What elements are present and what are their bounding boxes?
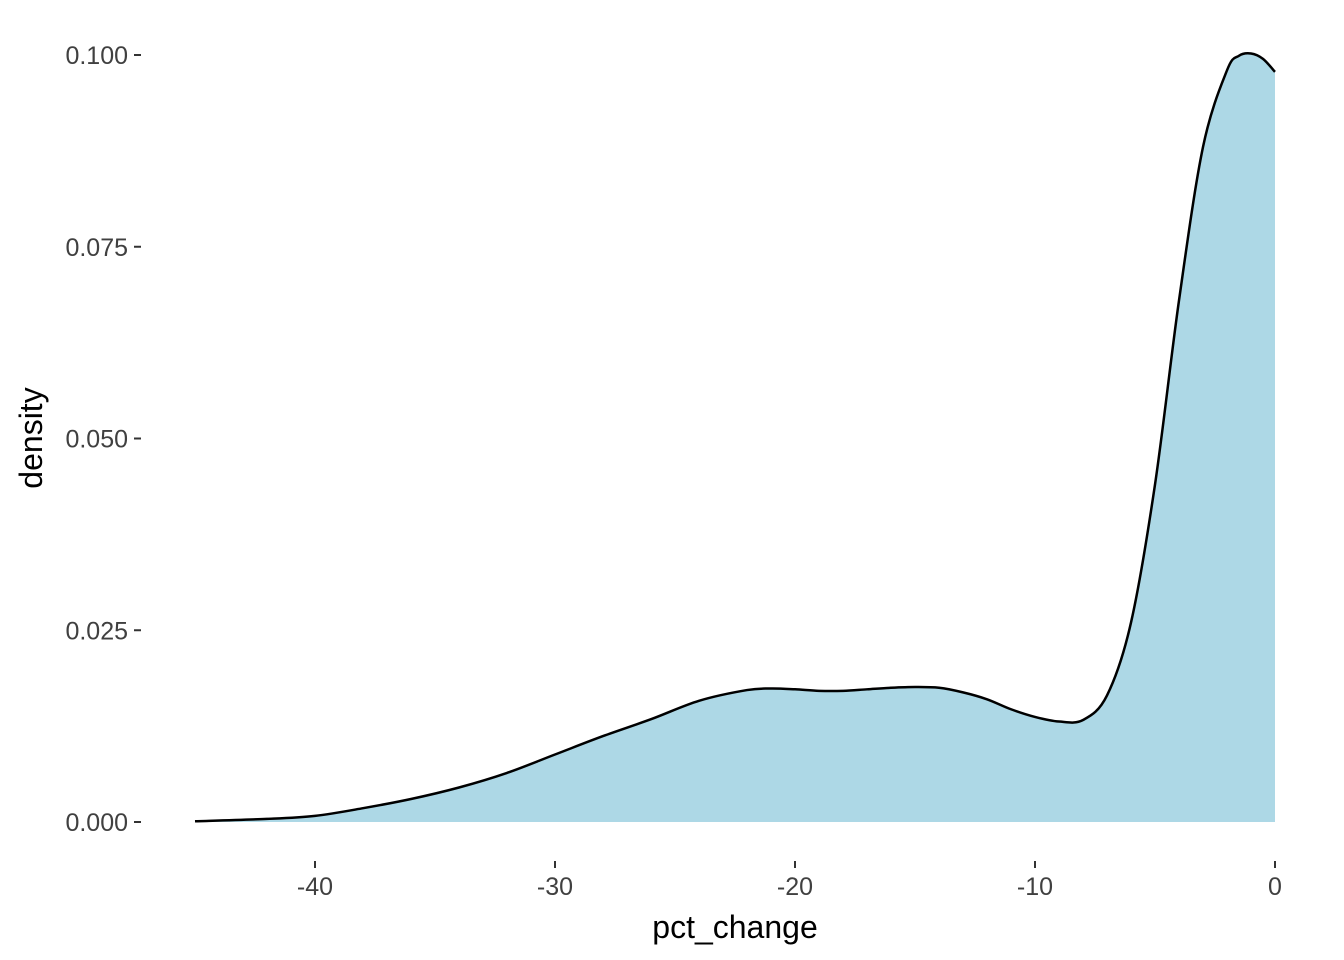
density-area	[195, 53, 1275, 823]
density-line	[194, 51, 1276, 823]
x-tick-label: -10	[1017, 873, 1053, 901]
y-axis-title: density	[13, 387, 49, 488]
y-tick-label: 0.050	[65, 426, 128, 454]
y-tick-label: 0.075	[65, 234, 128, 262]
y-tick-label: 0.100	[65, 42, 128, 70]
x-tick-label: -40	[297, 873, 333, 901]
x-axis-title: pct_change	[652, 909, 817, 945]
plot-area	[194, 51, 1276, 823]
x-tick-label: 0	[1268, 873, 1282, 901]
x-tick-label: -30	[537, 873, 573, 901]
x-axis: -40 -30 -20 -10 0	[297, 861, 1282, 901]
y-tick-label: 0.025	[65, 617, 128, 645]
y-tick-label: 0.000	[65, 809, 128, 837]
y-axis: 0.000 0.025 0.050 0.075 0.100	[65, 42, 141, 837]
x-tick-label: -20	[777, 873, 813, 901]
